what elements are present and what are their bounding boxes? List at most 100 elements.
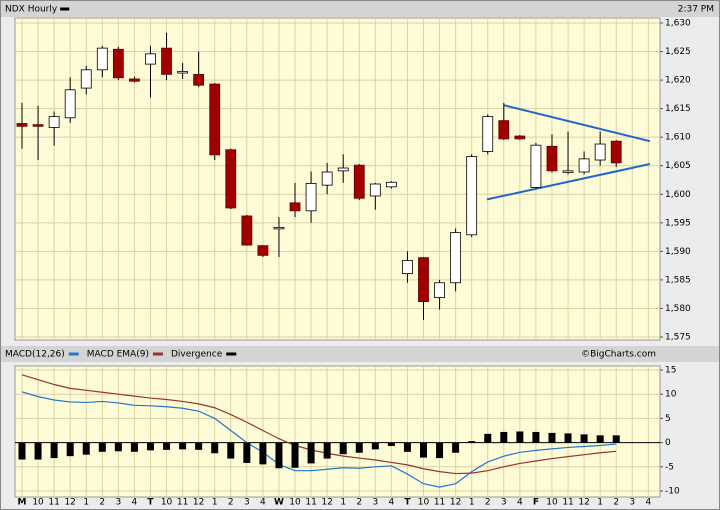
divergence-bar bbox=[580, 434, 588, 443]
divergence-bar bbox=[468, 441, 476, 443]
divergence-bar bbox=[163, 442, 171, 450]
x-tick-label: 4 bbox=[645, 498, 651, 508]
x-tick-label: 1 bbox=[597, 498, 603, 508]
divergence-bar bbox=[612, 435, 620, 443]
candle-body bbox=[80, 69, 92, 89]
x-tick-label: 2 bbox=[613, 498, 619, 508]
divergence-bar bbox=[371, 442, 379, 450]
x-tick-label: 11 bbox=[177, 498, 188, 508]
divergence-bar bbox=[564, 433, 572, 443]
y-tick-label: 1,580 bbox=[665, 304, 691, 314]
legend-swatch bbox=[226, 352, 237, 356]
macd-header-bar bbox=[1, 346, 719, 362]
x-tick-label: 2 bbox=[99, 498, 105, 508]
divergence-bar bbox=[452, 442, 460, 453]
x-tick-label: 2 bbox=[485, 498, 491, 508]
x-tick-label: 2 bbox=[356, 498, 362, 508]
x-tick-label: M bbox=[18, 498, 27, 508]
x-tick-label: 12 bbox=[578, 498, 589, 508]
x-tick-label: W bbox=[274, 498, 284, 508]
candle-body bbox=[289, 202, 301, 212]
candle-body bbox=[450, 232, 462, 284]
x-tick-label: 10 bbox=[546, 498, 558, 508]
candle-body bbox=[64, 89, 76, 119]
x-tick-label: 11 bbox=[305, 498, 316, 508]
x-tick-label: 11 bbox=[434, 498, 445, 508]
divergence-bar bbox=[291, 442, 299, 468]
source: ©BigCharts.com bbox=[581, 350, 656, 360]
candle-body bbox=[241, 215, 253, 246]
y-tick-label: 1,610 bbox=[665, 133, 691, 143]
x-tick-label: 11 bbox=[562, 498, 573, 508]
y-tick-label: 1,575 bbox=[665, 333, 691, 343]
x-tick-label: 3 bbox=[372, 498, 378, 508]
divergence-bar bbox=[82, 442, 90, 455]
divergence-bar bbox=[66, 442, 74, 457]
macd-line bbox=[21, 391, 617, 488]
x-tick-label: 1 bbox=[340, 498, 346, 508]
x-tick-label: T bbox=[147, 498, 154, 508]
candle-body bbox=[498, 120, 510, 140]
y-tick-label: -5 bbox=[665, 462, 674, 472]
legend-label: MACD(12,26) bbox=[5, 350, 65, 360]
candle-body bbox=[466, 156, 478, 236]
divergence-bar bbox=[403, 442, 411, 452]
x-tick-label: T bbox=[404, 498, 411, 508]
candle-body bbox=[434, 282, 445, 299]
candle-body bbox=[193, 73, 205, 86]
candle-body bbox=[418, 257, 429, 303]
candle-body bbox=[546, 145, 558, 172]
x-tick-label: 4 bbox=[389, 498, 395, 508]
x-tick-label: 4 bbox=[132, 498, 138, 508]
y-tick-label: -10 bbox=[665, 487, 680, 497]
y-tick-label: 0 bbox=[665, 438, 671, 448]
candle-body bbox=[209, 83, 221, 156]
x-tick-label: 12 bbox=[450, 498, 461, 508]
y-tick-label: 10 bbox=[665, 390, 677, 400]
divergence-bar bbox=[387, 442, 395, 446]
candle-body bbox=[257, 245, 269, 256]
candle-body bbox=[337, 167, 349, 172]
x-tick-label: F bbox=[533, 498, 539, 508]
divergence-bar bbox=[516, 431, 524, 443]
candle-body bbox=[530, 144, 542, 188]
y-tick-label: 1,595 bbox=[665, 218, 691, 228]
y-tick-label: 1,590 bbox=[665, 247, 691, 257]
chart-title: NDX Hourly bbox=[5, 5, 58, 15]
divergence-bar bbox=[323, 442, 331, 459]
candle-body bbox=[594, 143, 606, 161]
candle-body bbox=[16, 123, 28, 127]
divergence-bar bbox=[484, 433, 492, 443]
x-tick-label: 11 bbox=[48, 498, 59, 508]
divergence-bar bbox=[355, 442, 363, 453]
macd-plot bbox=[14, 365, 661, 498]
divergence-bar bbox=[420, 442, 427, 458]
y-tick-label: 1,630 bbox=[665, 19, 691, 29]
x-tick-label: 3 bbox=[629, 498, 635, 508]
legend-swatch bbox=[152, 352, 163, 356]
legend-swatch bbox=[60, 7, 70, 11]
x-tick-label: 10 bbox=[289, 498, 301, 508]
divergence-bar bbox=[307, 442, 315, 464]
candle-body bbox=[273, 226, 285, 230]
candle-body bbox=[482, 116, 494, 152]
divergence-bar bbox=[532, 431, 540, 443]
y-tick-label: 1,600 bbox=[665, 190, 691, 200]
header-bar bbox=[1, 1, 719, 17]
candle-body bbox=[562, 170, 574, 173]
divergence-bar bbox=[275, 442, 283, 469]
candle-body bbox=[369, 183, 381, 197]
candle-body bbox=[177, 71, 189, 74]
divergence-bar bbox=[98, 442, 106, 452]
x-tick-label: 2 bbox=[228, 498, 234, 508]
time: 2:37 PM bbox=[678, 5, 714, 15]
divergence-bar bbox=[211, 442, 219, 454]
candle-body bbox=[305, 183, 317, 212]
y-tick-label: 1,585 bbox=[665, 275, 691, 285]
candle-body bbox=[353, 164, 365, 199]
legend-swatch bbox=[68, 352, 79, 356]
divergence-bar bbox=[179, 442, 187, 450]
x-tick-label: 10 bbox=[161, 498, 173, 508]
